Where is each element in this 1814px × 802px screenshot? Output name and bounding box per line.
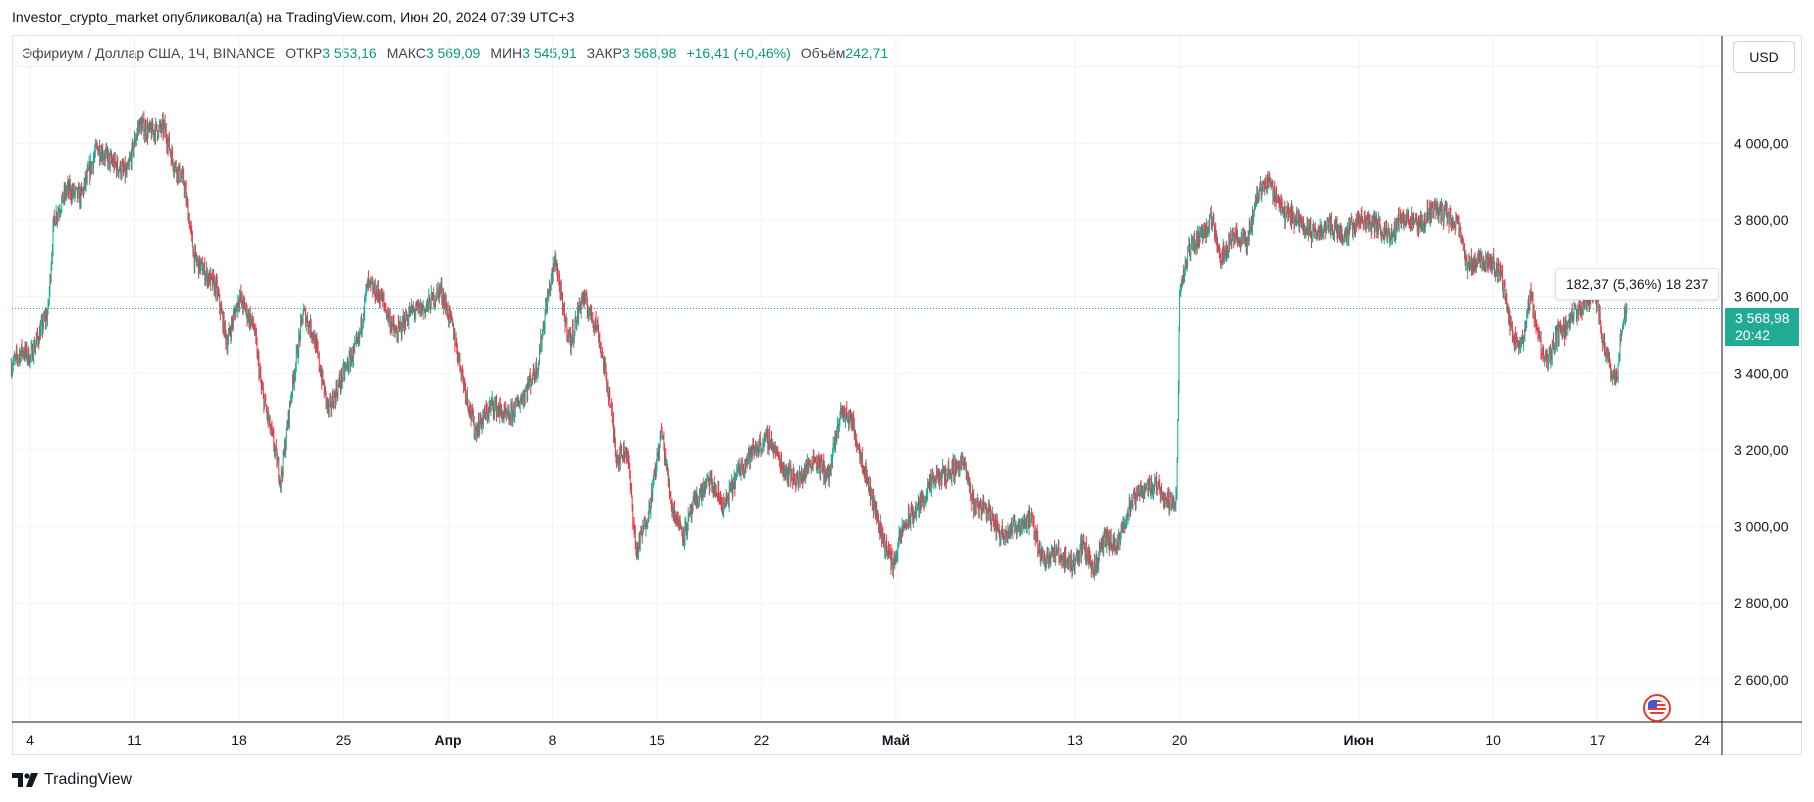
symbol-title[interactable]: Эфириум / Доллар США, 1Ч, BINANCE [22, 45, 276, 61]
high-label: МАКС [386, 45, 426, 61]
high-value: 3 569,09 [425, 45, 481, 61]
volume-value: 242,71 [845, 45, 889, 61]
symbol-legend: Эфириум / Доллар США, 1Ч, BINANCE ОТКР3 5… [22, 45, 898, 61]
open-label: ОТКР [285, 45, 323, 61]
low-value: 3 545,91 [522, 45, 577, 61]
chart-frame[interactable] [12, 35, 1802, 755]
publisher-line: Investor_crypto_market опубликовал(а) на… [12, 9, 575, 25]
close-value: 3 568,98 [621, 45, 677, 61]
volume-label: Объём [800, 45, 846, 61]
close-label: ЗАКР [586, 45, 622, 61]
open-value: 3 553,16 [322, 45, 377, 61]
low-label: МИН [490, 45, 523, 61]
change-value: +16,41 (+0,46%) [686, 45, 791, 61]
